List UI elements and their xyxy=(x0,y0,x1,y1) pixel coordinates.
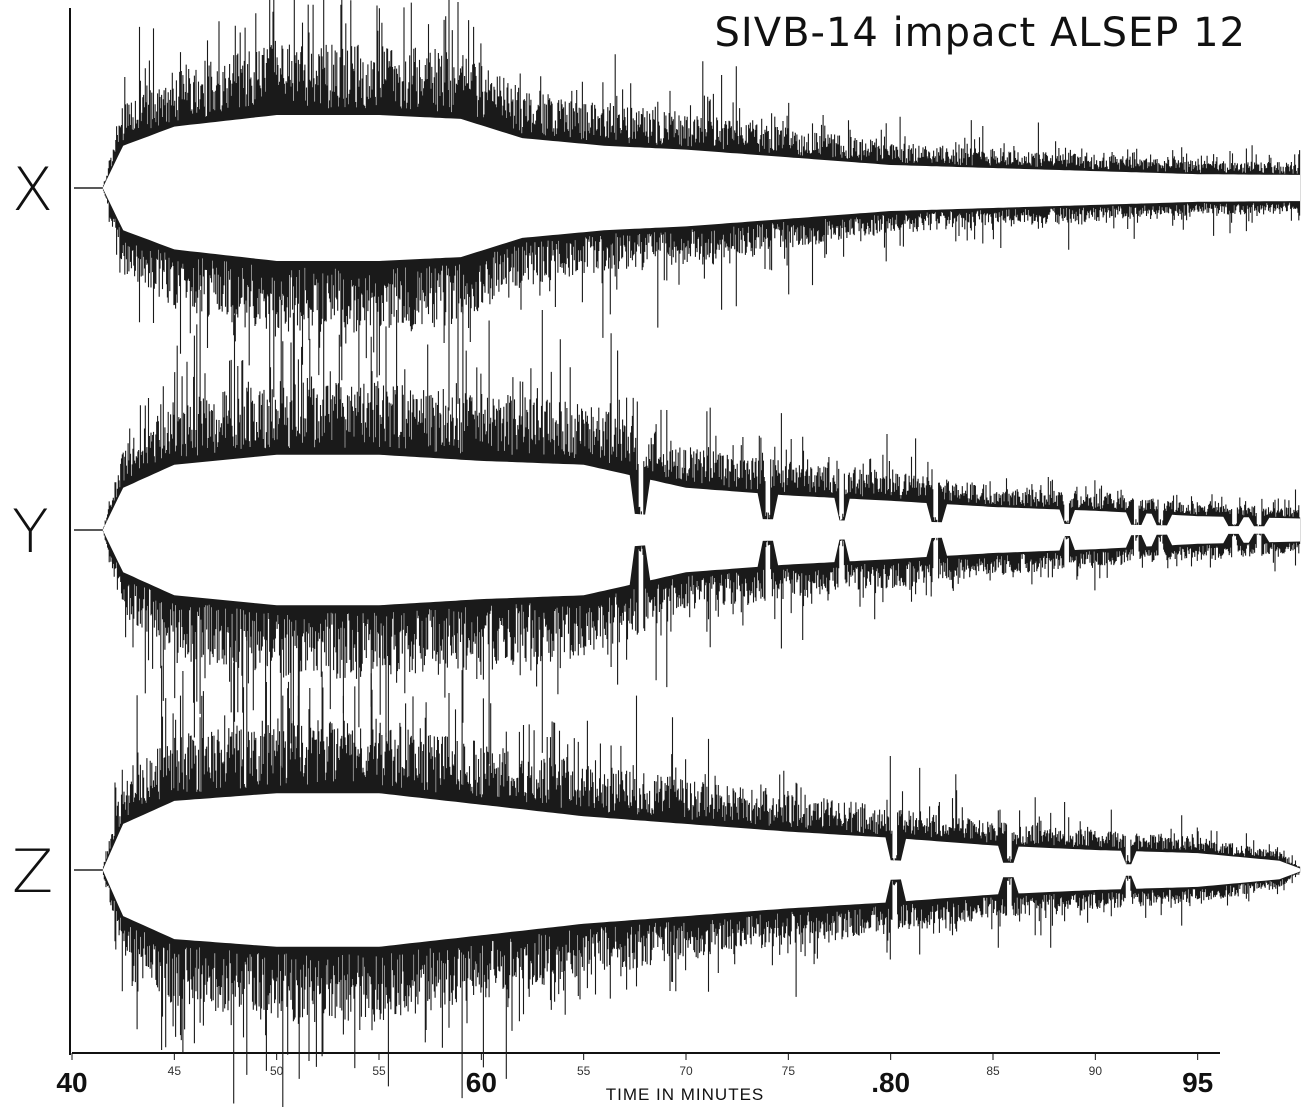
channel-label-y: Y xyxy=(12,497,49,567)
x-tick-label: 85 xyxy=(986,1064,1000,1078)
channel-labels: X Y Z xyxy=(12,155,53,907)
x-tick-label: 60 xyxy=(466,1067,497,1098)
x-tick-label: 75 xyxy=(782,1064,796,1078)
x-axis-label: TIME IN MINUTES xyxy=(606,1085,765,1104)
channel-label-x: X xyxy=(12,155,53,225)
trace-x-saturation xyxy=(102,115,1301,261)
x-axis-ticks: 40 45 50 55 60 55 70 75 .80 85 90 95 xyxy=(56,1053,1213,1098)
trace-z-saturation xyxy=(102,793,1301,947)
trace-y xyxy=(74,286,1301,794)
x-tick-label: 55 xyxy=(372,1064,386,1078)
x-tick-label: 70 xyxy=(679,1064,693,1078)
trace-y-saturation xyxy=(102,454,1301,606)
trace-z xyxy=(74,618,1301,1107)
channel-label-z: Z xyxy=(12,837,53,907)
x-tick-label: 55 xyxy=(577,1064,591,1078)
x-tick-label: 95 xyxy=(1182,1067,1213,1098)
x-tick-label: 90 xyxy=(1089,1064,1103,1078)
x-tick-label: 40 xyxy=(56,1067,87,1098)
traces xyxy=(74,0,1301,1107)
chart-title: SIVB-14 impact ALSEP 12 xyxy=(715,10,1246,56)
x-tick-label: .80 xyxy=(871,1067,910,1098)
x-tick-label: 50 xyxy=(270,1064,284,1078)
x-tick-label: 45 xyxy=(168,1064,182,1078)
trace-x xyxy=(74,0,1301,447)
